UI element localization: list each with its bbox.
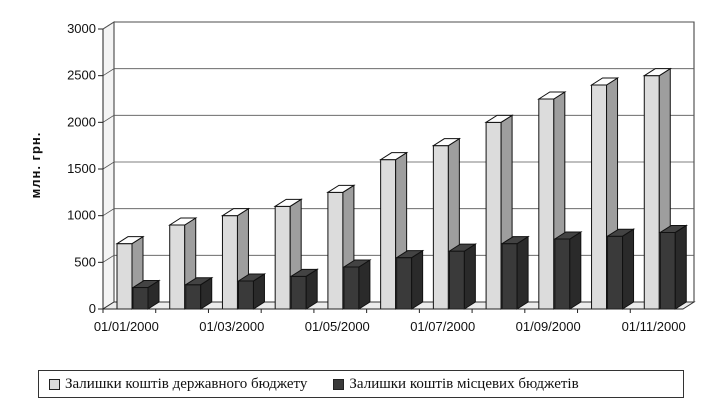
legend-swatch-state — [49, 378, 60, 390]
legend-item-local-budgets: Залишки коштів місцевих бюджетів — [333, 375, 579, 393]
y-tick-label: 1500 — [67, 161, 96, 176]
bar-local-01/03/2000 — [236, 273, 267, 310]
y-tick-label: 2500 — [67, 68, 96, 83]
bar-local-01/04/2000 — [289, 268, 319, 310]
bar-local-01/11/2000 — [658, 224, 688, 310]
y-tick-label: 1000 — [67, 208, 96, 223]
bar-local-01/05/2000 — [342, 259, 372, 310]
legend-label-state: Залишки коштів державного бюджету — [65, 375, 308, 392]
x-tick-label: 01/09/2000 — [516, 319, 581, 334]
x-tick-label: 01/07/2000 — [410, 319, 475, 334]
gridline — [102, 68, 694, 77]
legend: Залишки коштів державного бюджету Залишк… — [38, 370, 684, 398]
x-tick-label: 01/11/2000 — [622, 319, 686, 334]
x-tick-label: 01/01/2000 — [94, 319, 159, 334]
x-tick-label: 01/03/2000 — [199, 319, 264, 334]
y-tick-label: 3000 — [67, 21, 96, 36]
x-tick-label: 01/05/2000 — [305, 319, 370, 334]
bar-local-01/08/2000 — [500, 235, 530, 310]
legend-swatch-local — [333, 378, 345, 390]
bar-state-01/11/2000 — [642, 67, 672, 310]
bar-local-01/10/2000 — [605, 228, 636, 310]
bar-local-01/09/2000 — [553, 231, 583, 310]
bar-local-01/06/2000 — [394, 249, 425, 310]
y-tick-label: 2000 — [67, 114, 96, 129]
x-axis-ticks: 01/01/2000 01/03/2000 01/05/2000 01/07/2000… — [94, 308, 686, 334]
chart-plot: 0 500 1000 1500 2000 2500 3000 01/01/2000 01/03… — [28, 21, 696, 334]
bar-local-01/01/2000 — [131, 279, 161, 310]
y-axis-label: млн. грн. — [28, 132, 43, 199]
gridline — [102, 21, 694, 30]
y-tick-label: 0 — [89, 301, 96, 316]
bar-local-01/07/2000 — [447, 243, 478, 310]
y-tick-label: 500 — [74, 254, 96, 269]
y-axis-ticks: 0 500 1000 1500 2000 2500 3000 — [67, 21, 104, 316]
legend-label-local: Залишки коштів місцевих бюджетів — [349, 375, 579, 392]
bar-local-01/02/2000 — [184, 276, 214, 310]
legend-item-state-budget: Залишки коштів державного бюджету — [49, 376, 307, 393]
